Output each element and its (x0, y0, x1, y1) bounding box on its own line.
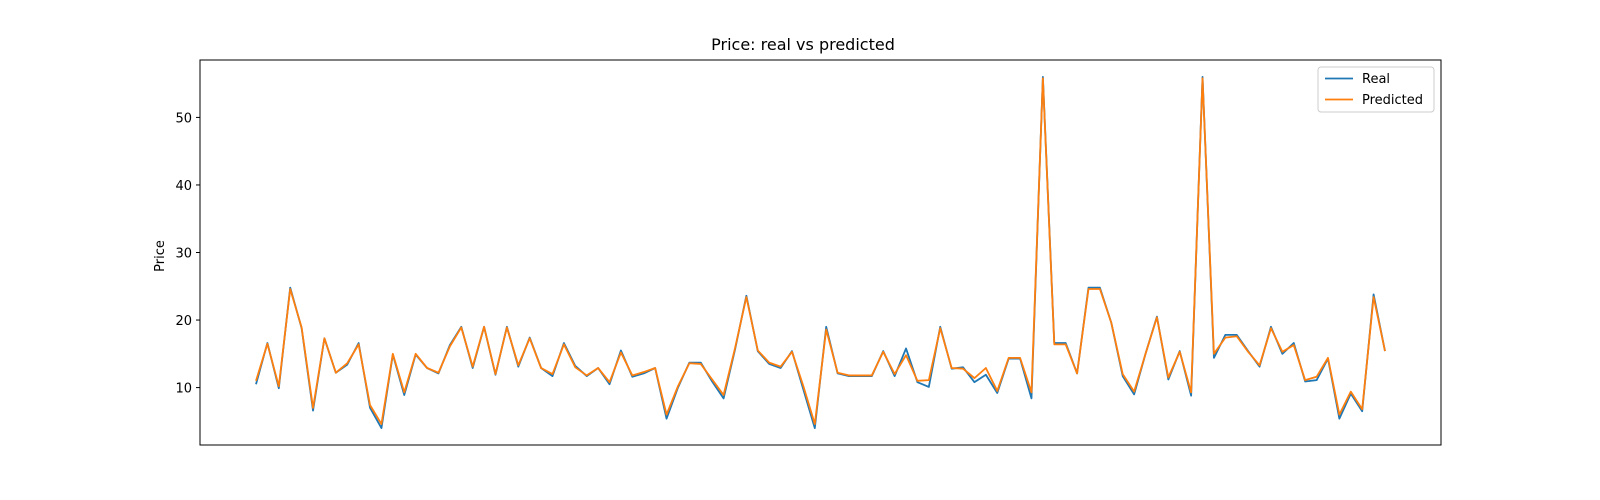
legend: Real Predicted (1317, 66, 1435, 113)
y-tick-label: 40 (175, 179, 192, 194)
y-tick-label: 20 (175, 314, 192, 329)
chart-title: Price: real vs predicted (711, 35, 895, 54)
legend-label-real: Real (1362, 72, 1390, 87)
y-tick-label: 30 (175, 247, 192, 262)
plot-lines (255, 75, 1386, 430)
legend-label-predicted: Predicted (1362, 93, 1423, 108)
plot-frame (199, 59, 1442, 446)
y-axis-label: Price (153, 240, 168, 272)
y-tick-label: 10 (175, 382, 192, 397)
y-axis: 10 20 30 40 50 (175, 111, 200, 397)
series-line-predicted (255, 77, 1386, 425)
y-tick-label: 50 (175, 111, 192, 126)
